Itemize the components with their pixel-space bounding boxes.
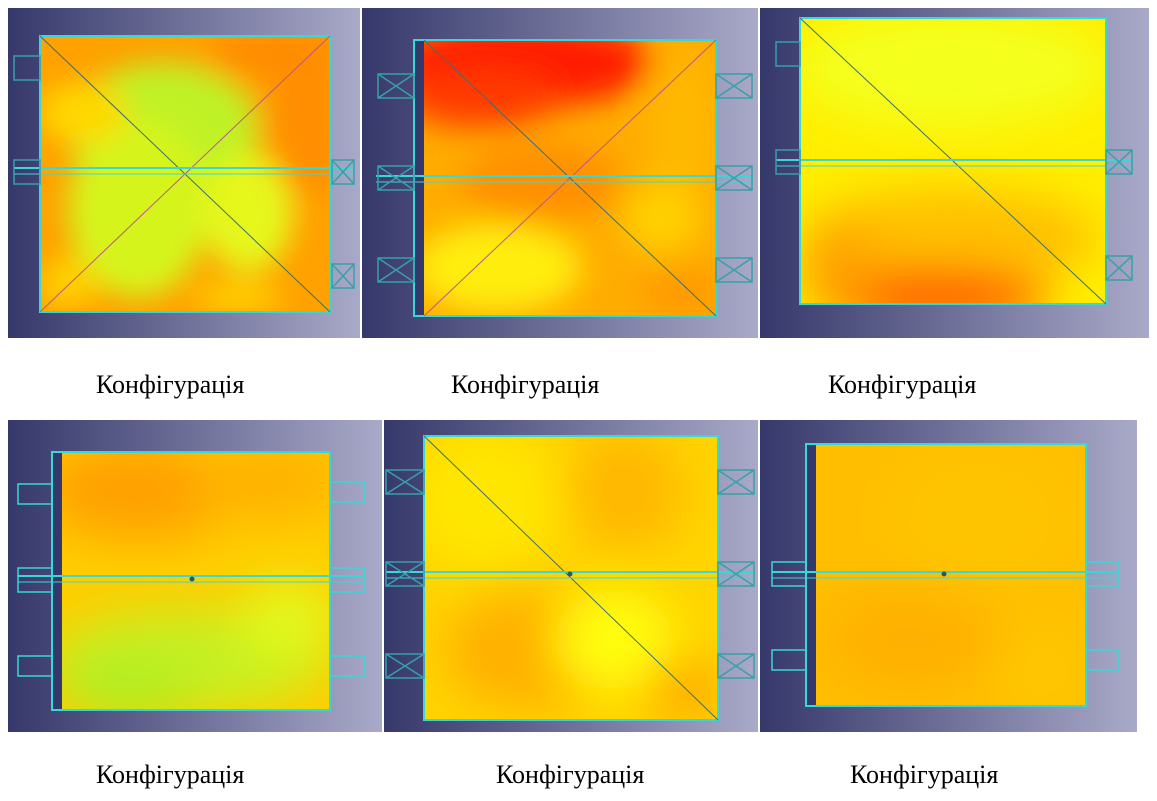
figure-caption-1: Конфігурація [96,370,245,399]
simulation-panel-5 [384,420,758,732]
simulation-panel-3 [760,8,1149,338]
figure-caption-6: Конфігурація [850,760,999,789]
figure-caption-2: Конфігурація [451,370,600,399]
simulation-panel-4 [8,420,382,732]
figure-caption-3: Конфігурація [828,370,977,399]
figure-caption-4: Конфігурація [96,760,245,789]
simulation-panel-6 [760,420,1137,732]
figure-caption-5: Конфігурація [496,760,645,789]
simulation-panel-1 [8,8,360,338]
simulation-panel-2 [362,8,758,338]
